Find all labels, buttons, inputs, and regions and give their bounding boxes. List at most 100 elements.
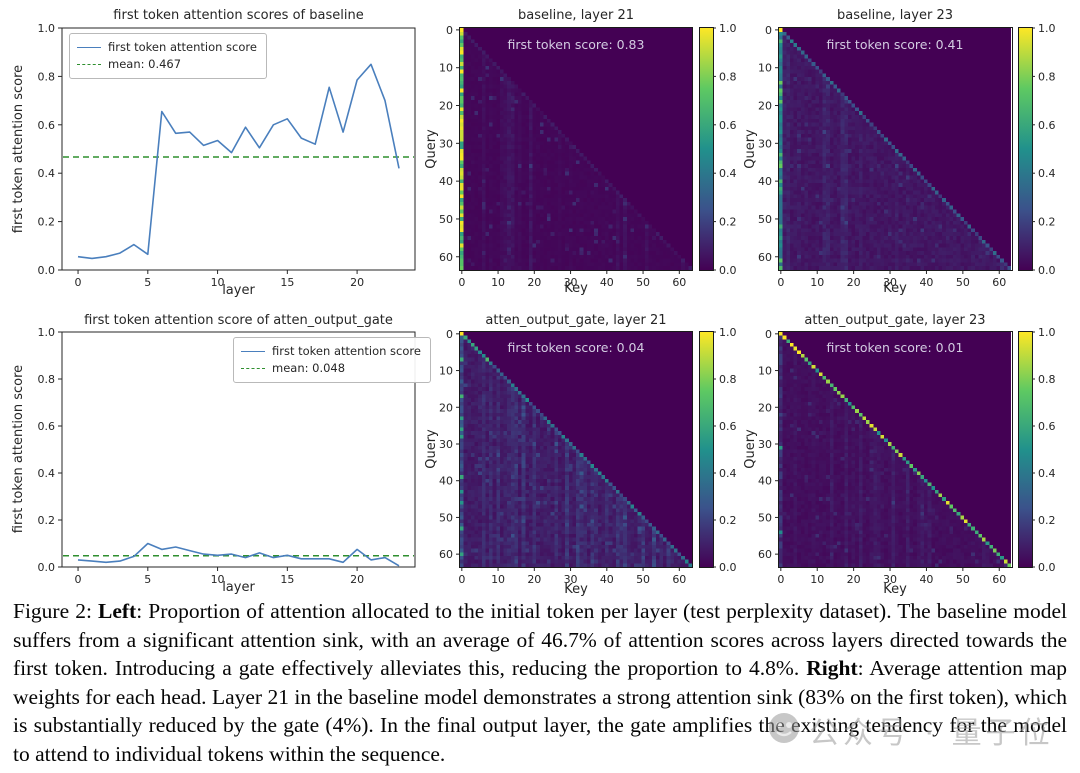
dashed-line-swatch-icon (77, 64, 101, 65)
chart-title: first token attention score of atten_out… (84, 313, 393, 328)
svg-text:1.0: 1.0 (38, 22, 56, 35)
heatmap-gate-layer-21: atten_output_gate, layer 21 first token … (420, 310, 765, 600)
svg-text:0.2: 0.2 (38, 514, 56, 527)
y-axis-label: first token attention score (11, 64, 26, 234)
svg-text:10: 10 (758, 365, 772, 378)
y-axis-label: Query (743, 129, 758, 169)
svg-text:0.6: 0.6 (719, 420, 737, 433)
svg-text:50: 50 (439, 511, 453, 524)
caption-right-label: Right (806, 656, 858, 681)
x-axis-label: Key (883, 582, 907, 597)
colorbar (700, 332, 713, 567)
svg-text:0.0: 0.0 (719, 264, 737, 277)
svg-text:50: 50 (439, 213, 453, 226)
svg-text:0.4: 0.4 (38, 467, 56, 480)
svg-text:0.2: 0.2 (1038, 514, 1056, 527)
y-axis-label: Query (743, 429, 758, 469)
line-swatch-icon (241, 351, 265, 352)
y-axis-label: first token attention score (11, 364, 26, 534)
svg-text:0.6: 0.6 (719, 119, 737, 132)
line-chart-baseline: first token attention scores of baseline… (0, 0, 440, 305)
chart-title: baseline, layer 21 (517, 8, 634, 23)
heatmap-gate-layer-23: atten_output_gate, layer 23 first token … (739, 310, 1080, 600)
colorbar (1019, 332, 1032, 567)
svg-text:0.2: 0.2 (719, 216, 737, 229)
svg-text:30: 30 (439, 137, 453, 150)
svg-text:20: 20 (758, 100, 772, 113)
legend-entry: mean: 0.467 (77, 56, 257, 73)
first-token-score-annotation: first token score: 0.04 (507, 340, 645, 355)
svg-text:30: 30 (758, 438, 772, 451)
first-token-score-annotation: first token score: 0.01 (826, 340, 964, 355)
svg-text:0: 0 (765, 328, 772, 341)
y-axis-label: Query (424, 429, 439, 469)
attention-heatmap-canvas (779, 28, 1011, 270)
svg-text:0: 0 (446, 24, 453, 37)
svg-text:60: 60 (758, 548, 772, 561)
svg-text:0.4: 0.4 (719, 167, 737, 180)
svg-text:0.6: 0.6 (1038, 119, 1056, 132)
caption-left-text: : Proportion of attention allocated to t… (13, 599, 1068, 681)
svg-text:0.4: 0.4 (38, 167, 56, 180)
svg-text:40: 40 (758, 175, 772, 188)
svg-text:0.0: 0.0 (38, 264, 56, 277)
svg-text:0: 0 (446, 328, 453, 341)
svg-text:30: 30 (758, 137, 772, 150)
svg-text:10: 10 (758, 62, 772, 75)
svg-text:0.4: 0.4 (719, 467, 737, 480)
svg-text:40: 40 (439, 475, 453, 488)
line-swatch-icon (77, 47, 101, 48)
svg-text:0.4: 0.4 (1038, 467, 1056, 480)
y-axis-label: Query (424, 129, 439, 169)
x-axis-label: Key (564, 281, 588, 296)
heatmap-baseline-layer-23: baseline, layer 23 first token score: 0.… (739, 0, 1080, 305)
svg-text:0.8: 0.8 (1038, 70, 1056, 83)
legend: first token attention score mean: 0.048 (233, 337, 431, 383)
svg-text:1.0: 1.0 (1038, 326, 1056, 339)
svg-text:10: 10 (439, 365, 453, 378)
caption-figure-label: Figure 2: (13, 599, 99, 623)
svg-text:0.0: 0.0 (38, 561, 56, 574)
svg-text:0.2: 0.2 (38, 216, 56, 229)
chart-title: first token attention scores of baseline (113, 8, 364, 23)
x-axis-label: Key (883, 281, 907, 296)
svg-text:0.8: 0.8 (719, 373, 737, 386)
svg-text:0.8: 0.8 (38, 70, 56, 83)
legend-label: mean: 0.467 (108, 57, 182, 71)
svg-text:10: 10 (439, 62, 453, 75)
chart-title: atten_output_gate, layer 21 (485, 313, 667, 328)
svg-text:0.0: 0.0 (1038, 561, 1056, 574)
svg-text:60: 60 (439, 251, 453, 264)
legend-entry: mean: 0.048 (241, 360, 421, 377)
line-chart-atten-output-gate: first token attention score of atten_out… (0, 310, 440, 600)
svg-text:0.0: 0.0 (1038, 264, 1056, 277)
svg-text:30: 30 (439, 438, 453, 451)
svg-text:20: 20 (439, 401, 453, 414)
x-axis-label: layer (222, 580, 255, 595)
svg-text:0.6: 0.6 (1038, 420, 1056, 433)
svg-text:60: 60 (758, 251, 772, 264)
svg-text:50: 50 (758, 213, 772, 226)
svg-text:0.6: 0.6 (38, 420, 56, 433)
svg-text:1.0: 1.0 (38, 326, 56, 339)
svg-text:1.0: 1.0 (719, 326, 737, 339)
svg-text:1.0: 1.0 (1038, 22, 1056, 35)
dashed-line-swatch-icon (241, 368, 265, 369)
svg-text:0: 0 (765, 24, 772, 37)
svg-text:20: 20 (439, 100, 453, 113)
svg-text:40: 40 (758, 475, 772, 488)
svg-text:1.0: 1.0 (719, 22, 737, 35)
legend: first token attention score mean: 0.467 (69, 33, 267, 79)
x-axis-label: layer (222, 283, 255, 298)
svg-text:0.6: 0.6 (38, 119, 56, 132)
legend-label: first token attention score (272, 344, 421, 358)
figure-caption: Figure 2: Left: Proportion of attention … (13, 597, 1067, 769)
chart-title: atten_output_gate, layer 23 (804, 313, 986, 328)
caption-left-label: Left (98, 599, 137, 623)
legend-label: mean: 0.048 (272, 361, 346, 375)
legend-entry: first token attention score (77, 39, 257, 56)
colorbar (700, 28, 713, 270)
svg-text:20: 20 (758, 401, 772, 414)
svg-text:0.2: 0.2 (1038, 216, 1056, 229)
